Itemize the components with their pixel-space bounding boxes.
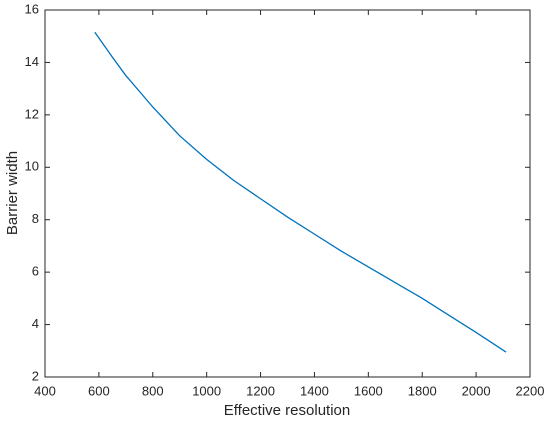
x-tick-label: 1000 [192, 383, 221, 398]
x-axis-label: Effective resolution [224, 402, 350, 419]
y-tick-label: 6 [32, 264, 39, 279]
y-tick-label: 16 [25, 1, 39, 16]
y-tick-label: 10 [25, 159, 39, 174]
x-tick-label: 1800 [408, 383, 437, 398]
x-tick-label: 1400 [300, 383, 329, 398]
x-tick-label: 1200 [246, 383, 275, 398]
x-tick-label: 800 [142, 383, 164, 398]
y-tick-label: 4 [32, 316, 39, 331]
x-tick-label: 2000 [462, 383, 491, 398]
x-tick-label: 2200 [516, 383, 545, 398]
y-axis-label: Barrier width [4, 151, 21, 235]
x-tick-label: 1600 [354, 383, 383, 398]
y-tick-label: 14 [25, 54, 39, 69]
y-tick-label: 12 [25, 106, 39, 121]
x-tick-label: 400 [34, 383, 56, 398]
data-line [94, 31, 507, 353]
y-tick-label: 2 [32, 368, 39, 383]
y-tick-label: 8 [32, 211, 39, 226]
x-tick-label: 600 [88, 383, 110, 398]
